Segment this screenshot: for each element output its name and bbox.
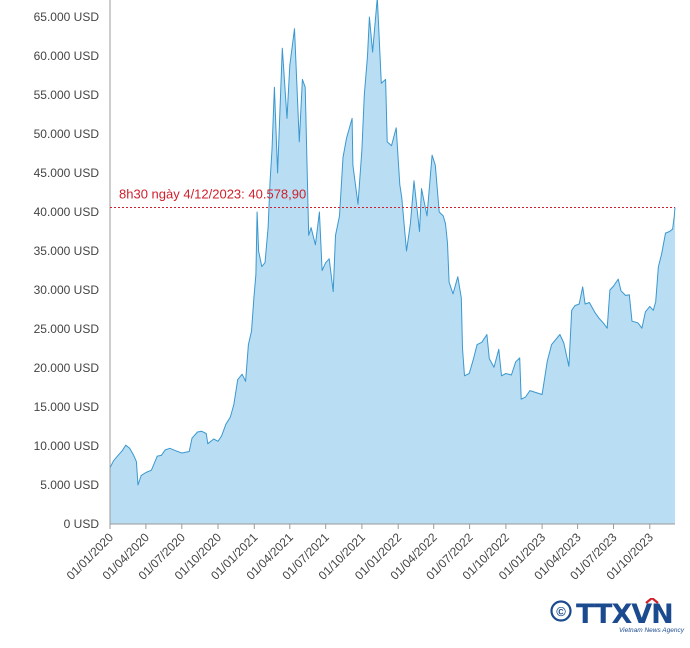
logo-subtitle: Vietnam News Agency [619, 627, 685, 634]
logo-wordmark: TTXVN [576, 599, 673, 630]
reference-line: 8h30 ngày 4/12/2023: 40.578,90 [110, 187, 675, 208]
y-tick-label: 50.000 USD [34, 127, 100, 141]
ttxvn-logo: © TTXVN Vietnam News Agency [548, 596, 688, 636]
y-tick-label: 40.000 USD [34, 205, 100, 219]
y-tick-label: 30.000 USD [34, 283, 100, 297]
y-tick-label: 0 USD [64, 517, 100, 531]
y-tick-label: 15.000 USD [34, 400, 100, 414]
y-tick-label: 45.000 USD [34, 166, 100, 180]
reference-line-label: 8h30 ngày 4/12/2023: 40.578,90 [119, 187, 306, 202]
y-tick-label: 35.000 USD [34, 244, 100, 258]
y-tick-label: 60.000 USD [34, 49, 100, 63]
y-tick-label: 20.000 USD [34, 361, 100, 375]
series-area [110, 0, 675, 524]
series-line [109, 0, 676, 486]
y-tick-label: 5.000 USD [40, 478, 99, 492]
x-axis-ticks: 01/01/202001/04/202001/07/202001/10/2020… [64, 524, 656, 583]
y-tick-label: 25.000 USD [34, 322, 100, 336]
copyright-icon: © [556, 604, 566, 619]
y-tick-label: 10.000 USD [34, 439, 100, 453]
y-tick-label: 65.000 USD [34, 10, 100, 24]
y-tick-label: 55.000 USD [34, 88, 100, 102]
axes [109, 0, 675, 525]
y-axis-ticks: 0 USD 5.000 USD 10.000 USD 15.000 USD 20.000… [34, 10, 100, 531]
price-line [109, 0, 676, 486]
price-area [110, 0, 675, 524]
